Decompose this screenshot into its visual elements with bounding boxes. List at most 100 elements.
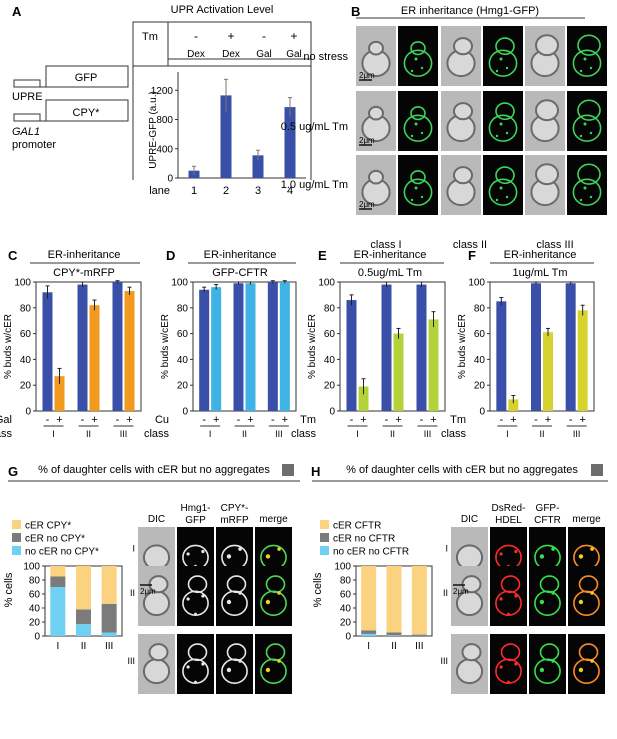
fluorescence-image: [177, 634, 214, 694]
dic-bud: [453, 166, 473, 185]
y-tick-label: 80: [340, 576, 352, 587]
panel-b-title: ER inheritance (Hmg1-GFP): [401, 5, 539, 17]
er-outline: [226, 643, 247, 662]
treatment-sign: -: [237, 414, 241, 426]
fluorescence-image: [255, 634, 292, 694]
class-label: III: [424, 429, 432, 439]
signal-puncta: [414, 57, 418, 61]
y-tick-label: 60: [177, 329, 189, 340]
bar: [416, 284, 427, 411]
gray-square-marker: [591, 464, 603, 476]
stacked-segment: [50, 566, 66, 577]
signal-puncta: [201, 549, 205, 554]
stacked-segment: [101, 632, 117, 636]
class-label: I: [52, 429, 55, 439]
signal-puncta: [420, 66, 424, 70]
panel-h-title: % of daughter cells with cER but no aggr…: [346, 464, 578, 476]
signal-puncta: [539, 554, 545, 559]
y-tick-label: 0: [345, 632, 351, 643]
signal-puncta: [238, 591, 242, 595]
y-tick-label: 20: [340, 618, 352, 629]
y-tick-label: 20: [177, 381, 189, 392]
column-label: Hmg1-: [180, 503, 210, 514]
y-axis-label: % buds w/cER: [160, 314, 171, 379]
signal-puncta: [507, 612, 510, 616]
er-outline: [539, 643, 560, 662]
dic-cell: [142, 544, 171, 571]
fluorescence-image: [490, 634, 527, 694]
class-label: III: [573, 429, 581, 439]
panel-letter-e: E: [318, 248, 327, 263]
signal-puncta: [194, 612, 197, 616]
upre-element: [13, 79, 41, 88]
column-label: merge: [259, 514, 288, 525]
signal-puncta: [578, 599, 584, 605]
stacked-segment: [50, 576, 66, 587]
lane-number: 1: [191, 185, 197, 197]
signal-puncta: [590, 547, 594, 551]
er-outline: [495, 37, 515, 56]
bar: [267, 282, 278, 411]
treatment-sign: -: [116, 414, 120, 426]
bar: [211, 287, 222, 411]
y-tick-label: 40: [20, 355, 32, 366]
er-outline: [572, 114, 602, 142]
stacked-segment: [76, 609, 91, 625]
class-label: II: [242, 429, 247, 439]
er-outline: [572, 49, 602, 77]
signal-puncta: [499, 665, 503, 669]
bar: [77, 284, 88, 411]
stacked-segment: [76, 566, 91, 610]
stacked-segment: [361, 633, 377, 636]
er-outline: [226, 575, 247, 594]
col-label-class-i: class I: [370, 239, 401, 251]
bar: [112, 282, 123, 411]
stacked-segment: [50, 587, 66, 636]
signal-puncta: [495, 134, 499, 138]
legend-swatch: [12, 546, 21, 555]
y-tick-label: 100: [334, 562, 351, 573]
signal-puncta: [583, 57, 587, 61]
table-cell: Dex: [187, 49, 205, 60]
y-tick-label: 40: [324, 355, 336, 366]
legend-label: cER CFTR: [333, 521, 381, 532]
y-tick-label: 20: [20, 381, 32, 392]
signal-puncta: [514, 662, 518, 666]
panel-h-ylabel: % cells: [312, 572, 324, 607]
signal-puncta: [551, 591, 555, 595]
table-cells: - + - + Dex Dex Gal Gal: [187, 29, 302, 60]
er-outline: [260, 658, 287, 684]
scale-bar-label: 2μm: [140, 587, 156, 596]
signal-puncta: [420, 131, 424, 135]
y-tick-label: 800: [156, 115, 173, 126]
er-outline: [265, 575, 286, 594]
fluorescence-image: [568, 634, 605, 694]
panel-b-micrographs: 2μm 2μm 2μm: [356, 26, 607, 215]
signal-puncta: [589, 66, 593, 70]
row-label-tm-0-5: 0.5 ug/mL Tm: [281, 121, 348, 133]
er-outline: [572, 178, 602, 206]
col-label-class-iii: class III: [536, 239, 573, 251]
class-label: I: [56, 641, 59, 652]
bar: [199, 289, 210, 411]
signal-puncta: [539, 599, 545, 605]
column-label: DIC: [148, 514, 165, 525]
er-outline: [403, 114, 433, 142]
signal-puncta: [589, 195, 593, 199]
y-tick-label: 100: [14, 278, 31, 289]
bar: [358, 386, 369, 411]
signal-puncta: [186, 552, 190, 556]
table-cell: Dex: [222, 49, 240, 60]
column-label: DIC: [461, 514, 478, 525]
er-outline: [187, 643, 208, 662]
y-tick-label: 20: [474, 381, 486, 392]
fluorescence-image: [398, 26, 438, 86]
treatment-sign: +: [56, 414, 62, 426]
y-tick-label: 0: [167, 174, 173, 185]
signal-puncta: [551, 547, 555, 551]
signal-puncta: [265, 599, 271, 605]
bar: [284, 107, 296, 178]
